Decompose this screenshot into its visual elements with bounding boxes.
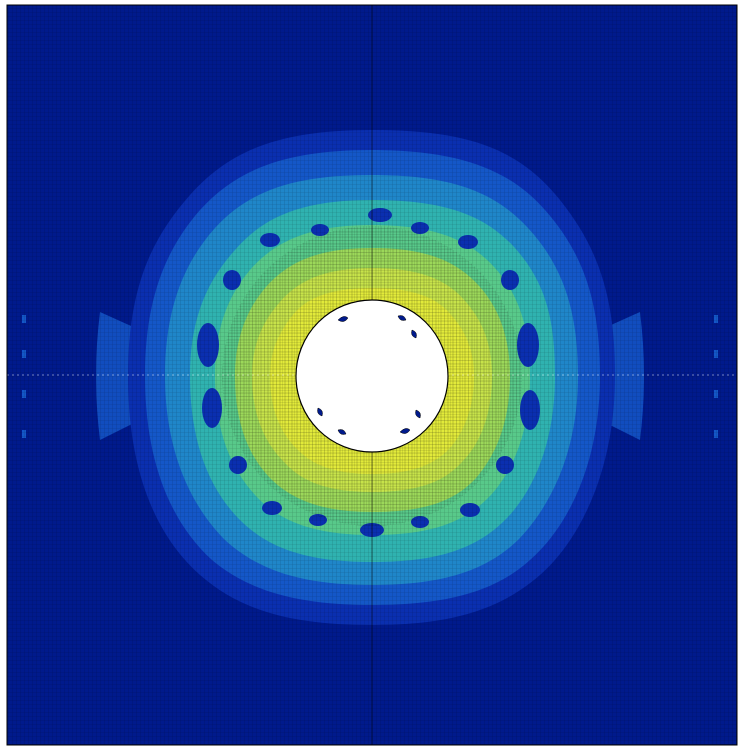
plot-frame	[6, 4, 738, 746]
bolt-marks	[317, 315, 421, 435]
central-hole	[295, 299, 449, 453]
